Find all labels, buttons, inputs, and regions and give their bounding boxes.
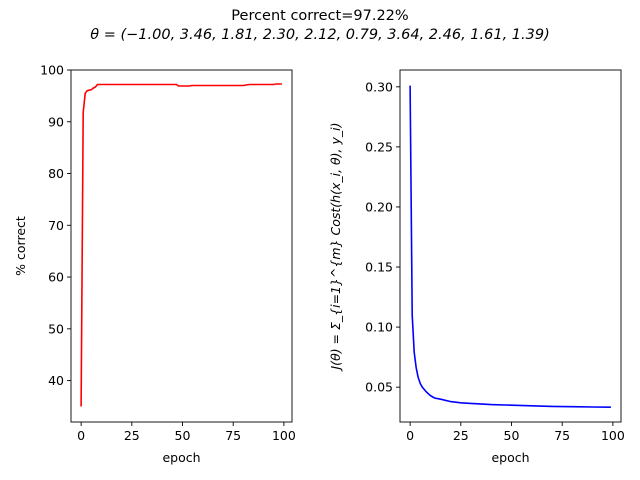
figure-title-line2: θ = (−1.00, 3.46, 1.81, 2.30, 2.12, 0.79… (90, 27, 550, 43)
accuracy-x-tick-label: 25 (124, 428, 140, 443)
cost-y-tick-label: 0.20 (365, 199, 393, 214)
cost-y-axis-label: J(θ) = Σ_{i=1}^{m} Cost(h(x_i, θ), y_i) (328, 123, 343, 373)
accuracy-y-tick-label: 80 (48, 166, 64, 181)
cost-chart: 0 25 50 75 100 0.05 0.10 0.15 0.20 0.25 0.30 epoch… (328, 69, 625, 465)
accuracy-y-tick-label: 60 (48, 270, 64, 285)
accuracy-x-tick-label: 0 (77, 428, 85, 443)
accuracy-y-tick-label: 70 (48, 218, 64, 233)
accuracy-y-tick-label: 100 (40, 63, 64, 78)
cost-y-tick-label: 0.10 (365, 320, 393, 335)
accuracy-x-axis-label: epoch (162, 450, 200, 465)
accuracy-x-tick-label: 75 (225, 428, 241, 443)
cost-x-axis-label: epoch (491, 450, 529, 465)
accuracy-x-tick-label: 50 (175, 428, 191, 443)
accuracy-y-tick-label: 50 (48, 321, 64, 336)
accuracy-chart-frame (70, 69, 293, 423)
cost-x-tick-label: 25 (453, 428, 469, 443)
accuracy-x-tick-label: 100 (272, 428, 296, 443)
cost-line (409, 85, 611, 408)
cost-x-tick-label: 0 (406, 428, 414, 443)
accuracy-chart-ticks: 0 25 50 75 100 40 50 60 70 80 90 100 (40, 63, 296, 444)
cost-chart-frame (399, 69, 622, 423)
cost-x-tick-label: 100 (601, 428, 625, 443)
cost-y-tick-label: 0.25 (365, 139, 393, 154)
figure-title-line1: Percent correct=97.22% (231, 8, 408, 24)
cost-y-tick-label: 0.30 (365, 79, 393, 94)
accuracy-y-tick-label: 90 (48, 114, 64, 129)
cost-chart-ticks: 0 25 50 75 100 0.05 0.10 0.15 0.20 0.25 0.30 (365, 79, 625, 443)
cost-y-tick-label: 0.15 (365, 260, 393, 275)
accuracy-chart: 0 25 50 75 100 40 50 60 70 80 90 100 epoch % correc… (13, 63, 296, 466)
accuracy-y-axis-label: % correct (13, 216, 28, 276)
cost-x-tick-label: 50 (504, 428, 520, 443)
accuracy-line (80, 83, 282, 407)
cost-x-tick-label: 75 (554, 428, 570, 443)
cost-y-tick-label: 0.05 (365, 380, 393, 395)
accuracy-y-tick-label: 40 (48, 373, 64, 388)
